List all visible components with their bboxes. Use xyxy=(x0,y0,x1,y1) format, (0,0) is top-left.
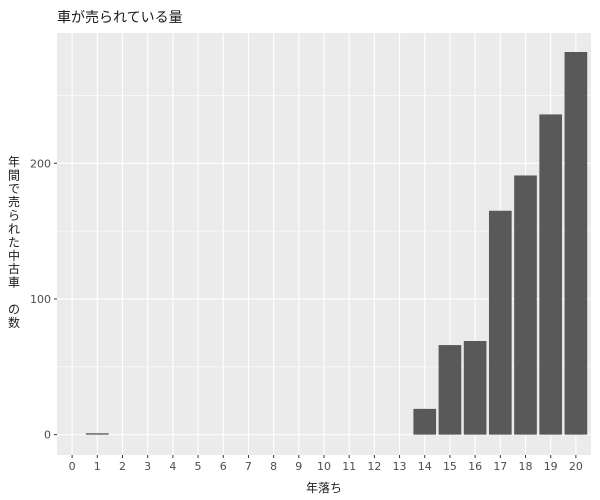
x-tick-label: 9 xyxy=(295,460,302,473)
y-axis-title-char: ら xyxy=(8,209,20,223)
y-axis-title-char: 売 xyxy=(8,194,20,209)
bar-14 xyxy=(413,408,437,435)
y-axis-title-char: た xyxy=(8,235,20,249)
x-axis-title: 年落ち xyxy=(306,481,342,495)
y-axis-title-char: で xyxy=(8,182,20,196)
bar-20 xyxy=(564,51,588,435)
x-tick-label: 1 xyxy=(94,460,101,473)
x-tick-label: 5 xyxy=(195,460,202,473)
y-axis: 0 100 200 xyxy=(30,157,57,442)
y-tick-label: 100 xyxy=(30,293,51,306)
y-axis-title-char: 年 xyxy=(8,155,20,169)
x-tick-label: 10 xyxy=(317,460,331,473)
bar-16 xyxy=(463,341,487,435)
x-tick-label: 7 xyxy=(245,460,252,473)
x-tick-label: 0 xyxy=(69,460,76,473)
x-tick-label: 12 xyxy=(367,460,381,473)
x-tick-label: 18 xyxy=(519,460,533,473)
x-tick-label: 13 xyxy=(393,460,407,473)
bar-19 xyxy=(539,114,563,435)
x-tick-label: 17 xyxy=(493,460,507,473)
bar-17 xyxy=(488,210,512,435)
bars xyxy=(85,51,588,435)
chart-title: 車が売られている量 xyxy=(57,9,183,26)
x-tick-label: 11 xyxy=(342,460,356,473)
x-tick-label: 3 xyxy=(144,460,151,473)
y-axis-title-char: 車 xyxy=(8,276,20,290)
x-tick-label: 19 xyxy=(544,460,558,473)
y-axis-title-char: 数 xyxy=(8,315,20,330)
x-tick-label: 20 xyxy=(569,460,583,473)
bar-18 xyxy=(514,175,537,435)
x-tick-label: 2 xyxy=(119,460,126,473)
x-tick-label: 15 xyxy=(443,460,457,473)
y-axis-title-char: 中 xyxy=(8,248,20,263)
x-tick-label: 6 xyxy=(220,460,227,473)
x-axis: 0 1 2 3 4 5 6 7 8 9 10 11 12 13 14 15 16 17 18 19 20 xyxy=(69,455,583,473)
x-tick-label: 8 xyxy=(270,460,277,473)
y-tick-label: 200 xyxy=(30,157,51,170)
bar-15 xyxy=(438,345,462,435)
y-axis-title-char: れ xyxy=(8,222,20,236)
y-axis-title-char: の xyxy=(8,302,20,316)
y-axis-title-char: 間 xyxy=(8,168,20,182)
bar-1 xyxy=(85,433,109,435)
x-tick-label: 16 xyxy=(468,460,482,473)
y-tick-label: 0 xyxy=(44,429,51,442)
x-tick-label: 14 xyxy=(418,460,432,473)
y-axis-title-char: 古 xyxy=(8,261,20,276)
x-tick-label: 4 xyxy=(169,460,176,473)
